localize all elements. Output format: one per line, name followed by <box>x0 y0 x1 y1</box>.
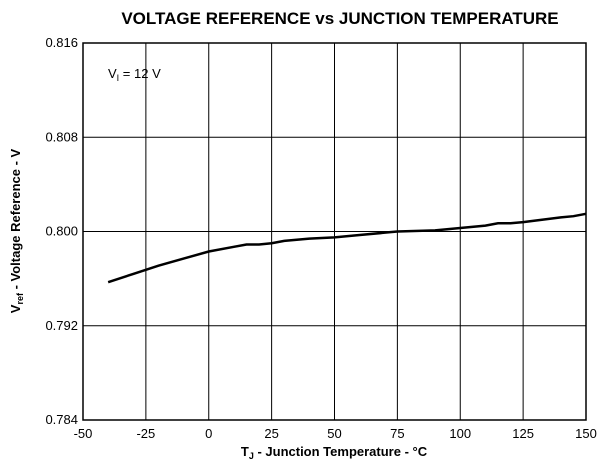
y-tick-label: 0.784 <box>45 412 78 427</box>
chart-title: VOLTAGE REFERENCE vs JUNCTION TEMPERATUR… <box>121 9 558 28</box>
y-axis-label: Vref - Voltage Reference - V <box>8 148 25 313</box>
y-tick-label: 0.808 <box>45 129 78 144</box>
x-tick-label: -25 <box>136 426 155 441</box>
data-line <box>107 212 587 284</box>
x-axis-label: TJ - Junction Temperature - °C <box>241 444 428 461</box>
x-tick-label: 150 <box>575 426 597 441</box>
y-tick-label: 0.800 <box>45 224 78 239</box>
plot-frame <box>82 42 587 421</box>
y-tick-label: 0.792 <box>45 318 78 333</box>
annotation: VI = 12 V <box>108 66 161 83</box>
x-tick-label: 75 <box>390 426 404 441</box>
x-tick-label: -50 <box>74 426 93 441</box>
x-tick-label: 25 <box>264 426 278 441</box>
y-tick-label: 0.816 <box>45 35 78 50</box>
x-tick-label: 0 <box>205 426 212 441</box>
x-tick-label: 100 <box>449 426 471 441</box>
x-tick-label: 125 <box>512 426 534 441</box>
x-tick-label: 50 <box>327 426 341 441</box>
